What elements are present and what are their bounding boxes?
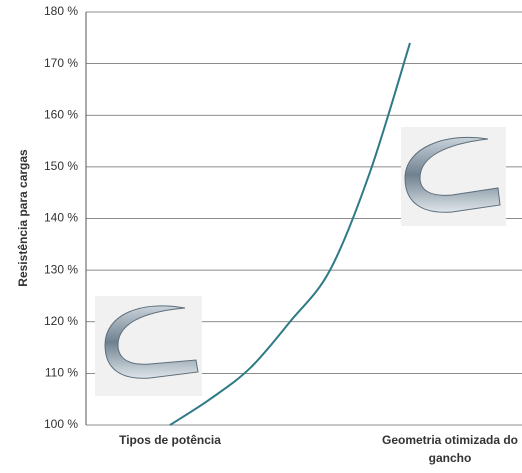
y-tick-label: 180 % [44,4,78,18]
y-tick-label: 130 % [44,262,78,276]
y-tick-label: 170 % [44,56,78,70]
y-tick-label: 140 % [44,211,78,225]
y-tick-label: 100 % [44,417,78,431]
hook-image [401,127,506,226]
hook-image [95,296,202,396]
line-series [169,42,411,426]
y-tick-label: 110 % [45,366,78,380]
x-tick-label: Geometria otimizada do gancho [381,433,519,465]
y-tick-label: 150 % [44,159,78,173]
x-tick-label: Tipos de potência [119,433,221,447]
y-tick-label: 160 % [44,107,78,121]
y-tick-label: 120 % [44,314,78,328]
y-axis-label: Resistência para cargas [16,149,30,287]
